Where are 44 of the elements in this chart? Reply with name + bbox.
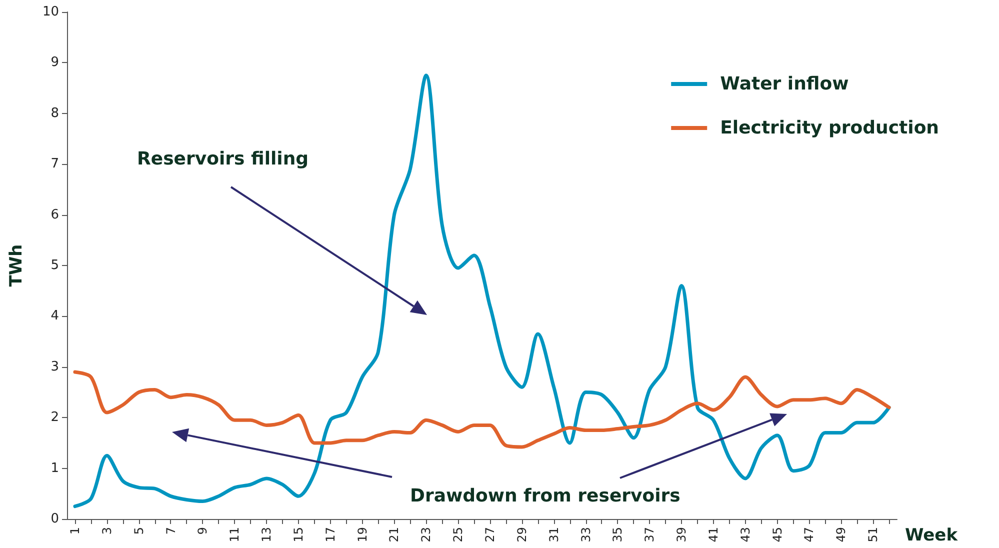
x-tick-label: 29 [514, 527, 529, 542]
x-tick-label: 43 [738, 527, 752, 542]
x-tick-label: 35 [610, 527, 625, 542]
y-tick-label: 9 [50, 55, 59, 70]
x-tick-label: 3 [100, 527, 114, 535]
x-tick-label: 19 [355, 527, 370, 542]
x-tick-label: 41 [706, 527, 720, 542]
x-tick-label: 45 [770, 527, 784, 542]
x-tick-label: 37 [642, 527, 657, 542]
y-tick-label: 3 [50, 359, 59, 374]
y-axis-title: TWh [6, 244, 26, 287]
x-tick-label: 13 [260, 527, 274, 542]
x-tick-label: 11 [228, 527, 242, 542]
x-tick-label: 49 [834, 527, 848, 542]
line-series [73, 370, 891, 449]
y-tick-label: 8 [50, 106, 59, 121]
y-tick-label: 5 [50, 258, 59, 273]
x-tick-label: 31 [546, 527, 561, 542]
annotation: Drawdown from reservoirs [410, 486, 680, 506]
x-tick-label: 25 [451, 527, 466, 542]
y-tick-label: 6 [50, 207, 59, 222]
x-tick-label: 21 [387, 527, 402, 542]
x-tick-label: 5 [132, 527, 146, 535]
legend-label: Electricity production [720, 118, 940, 138]
x-tick-label: 17 [323, 527, 338, 542]
x-tick-label: 15 [291, 527, 306, 542]
y-tick-label: 7 [50, 156, 59, 172]
annotation: Reservoirs filling [137, 148, 309, 170]
legend-label: Water inflow [720, 74, 849, 94]
x-tick-label: 23 [419, 527, 434, 542]
y-tick-label: 1 [50, 460, 59, 476]
x-tick-label: 39 [674, 527, 689, 542]
y-tick-label: 10 [42, 4, 59, 20]
y-tick-label: 0 [50, 512, 59, 526]
x-tick-label: 1 [68, 527, 82, 535]
x-tick-label: 33 [578, 527, 593, 542]
x-axis-title: Week [905, 526, 958, 546]
x-tick-label: 51 [866, 527, 880, 542]
x-tick-label: 27 [482, 527, 497, 542]
x-tick-label: 9 [196, 527, 210, 535]
x-tick-label: 47 [802, 527, 816, 542]
y-tick-label: 2 [50, 410, 59, 426]
x-tick-label: 7 [164, 527, 178, 535]
y-tick-label: 4 [50, 308, 59, 324]
